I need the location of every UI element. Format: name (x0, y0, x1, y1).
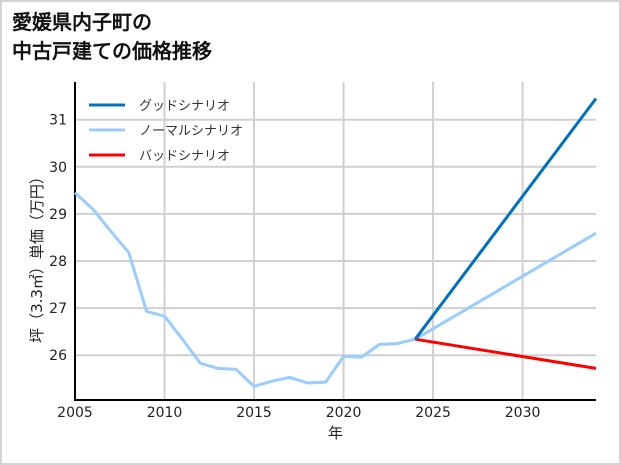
series-line (414, 337, 597, 370)
title-line-1: 愛媛県内子町の (12, 10, 152, 34)
x-tick-label: 2030 (505, 405, 541, 421)
x-tick-label: 2005 (57, 405, 93, 421)
series-line (414, 97, 598, 341)
y-axis-label: 坪（3.3㎡）単価（万円） (28, 169, 46, 343)
legend-label: グッドシナリオ (139, 99, 230, 114)
y-tick-label: 27 (49, 301, 67, 317)
x-tick-label: 2010 (147, 405, 183, 421)
y-tick-label: 31 (49, 113, 67, 129)
legend-label: ノーマルシナリオ (139, 124, 243, 139)
y-tick-label: 30 (49, 160, 67, 176)
chart-title: 愛媛県内子町の 中古戸建ての価格推移 (12, 8, 212, 66)
y-tick-label: 29 (49, 207, 67, 223)
legend-label: バッドシナリオ (139, 149, 230, 164)
series-line (73, 191, 597, 388)
title-line-2: 中古戸建ての価格推移 (12, 39, 212, 63)
x-tick-label: 2020 (326, 405, 362, 421)
x-tick-label: 2025 (415, 405, 451, 421)
x-tick-label: 2015 (236, 405, 272, 421)
y-tick-label: 28 (49, 254, 67, 270)
y-tick-label: 26 (49, 348, 67, 364)
x-axis-label: 年 (328, 424, 343, 442)
